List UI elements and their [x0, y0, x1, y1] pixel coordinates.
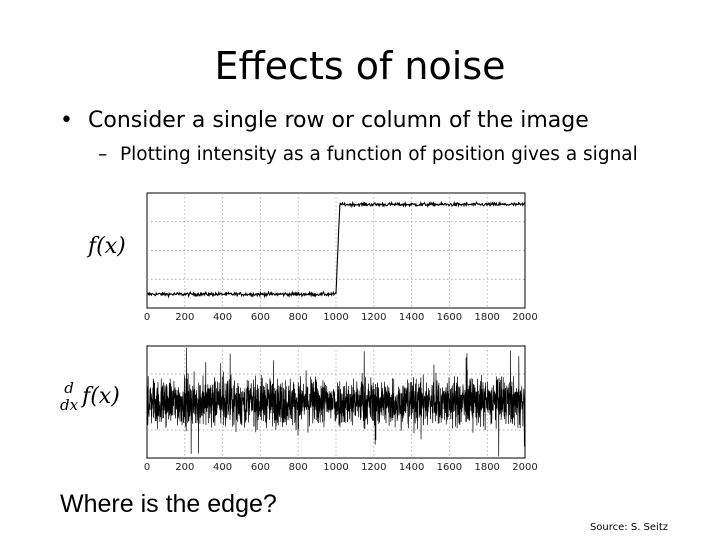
signal-series-line	[146, 200, 526, 299]
signal-tick-label: 0	[144, 312, 150, 323]
slide-title: Effects of noise	[214, 44, 506, 88]
derivative-tick-label: 1000	[323, 462, 348, 473]
derivative-denominator: dx	[60, 396, 79, 414]
derivative-numerator: d	[64, 379, 74, 397]
bullet-marker: •	[60, 108, 73, 133]
derivative-tick-label: 0	[144, 462, 150, 473]
signal-tick-label: 1400	[399, 312, 424, 323]
derivative-series-line	[146, 347, 526, 457]
derivative-tick-label: 400	[213, 462, 232, 473]
signal-tick-label: 1800	[474, 312, 499, 323]
signal-tick-label: 1200	[361, 312, 386, 323]
derivative-function: f(x)	[82, 384, 120, 409]
derivative-plot: 0 200 400 600 800 1000 1200 1400 1600 1800 2000	[144, 345, 538, 473]
signal-label: f(x)	[88, 234, 126, 259]
signal-tick-label: 1600	[437, 312, 462, 323]
signal-tick-label: 200	[175, 312, 194, 323]
derivative-tick-label: 1600	[437, 462, 462, 473]
derivative-tick-label: 2000	[512, 462, 537, 473]
derivative-tick-label: 200	[175, 462, 194, 473]
signal-tick-label: 400	[213, 312, 232, 323]
signal-tick-label: 1000	[323, 312, 348, 323]
derivative-fraction: d dx	[60, 380, 78, 414]
sub-bullet-text: Plotting intensity as a function of posi…	[120, 144, 638, 165]
bullet-consider-row: • Consider a single row or column of the …	[60, 108, 589, 133]
signal-tick-label: 600	[251, 312, 270, 323]
derivative-tick-label: 1200	[361, 462, 386, 473]
derivative-tick-label: 1800	[474, 462, 499, 473]
derivative-tick-label: 600	[251, 462, 270, 473]
source-credit: Source: S. Seitz	[589, 522, 668, 533]
derivative-tick-label: 1400	[399, 462, 424, 473]
sub-bullet-marker: –	[98, 144, 108, 165]
bullet-text: Consider a single row or column of the i…	[88, 108, 589, 133]
signal-tick-label: 2000	[512, 312, 537, 323]
sub-bullet-plotting: – Plotting intensity as a function of pos…	[98, 144, 638, 165]
signal-plot: 0 200 400 600 800 1000 1200 1400 1600 1800 2000	[144, 192, 538, 323]
edge-question: Where is the edge?	[60, 490, 277, 518]
derivative-label: d dx f(x)	[60, 380, 120, 414]
derivative-tick-label: 800	[289, 462, 308, 473]
signal-tick-label: 800	[289, 312, 308, 323]
